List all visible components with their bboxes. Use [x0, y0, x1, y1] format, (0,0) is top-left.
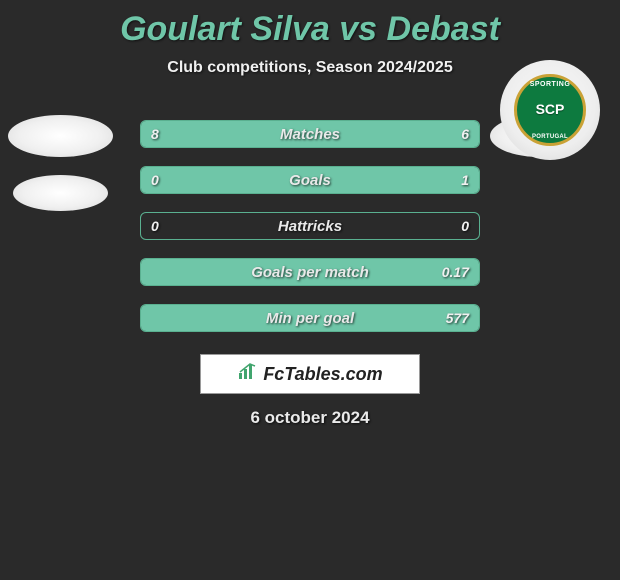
chart-icon — [237, 363, 257, 386]
ellipse-icon — [8, 115, 113, 157]
club-top-text: SPORTING — [530, 81, 571, 88]
club-badge-right: SPORTING SCP PORTUGAL — [500, 60, 600, 160]
club-abbrev: SCP — [536, 101, 565, 117]
stat-row: Min per goal577 — [140, 304, 480, 332]
stat-value-right: 6 — [461, 126, 469, 142]
page-title: Goulart Silva vs Debast — [0, 0, 620, 49]
player-left-logos — [8, 115, 113, 211]
watermark: FcTables.com — [200, 354, 420, 394]
stat-value-right: 577 — [446, 310, 469, 326]
stats-bars: 8Matches60Goals10Hattricks0Goals per mat… — [140, 120, 480, 332]
stat-label: Goals — [141, 172, 479, 189]
stat-label: Min per goal — [141, 310, 479, 327]
ellipse-icon — [13, 175, 108, 211]
stat-label: Matches — [141, 126, 479, 143]
stat-row: 0Hattricks0 — [140, 212, 480, 240]
stat-value-right: 1 — [461, 172, 469, 188]
stat-row: Goals per match0.17 — [140, 258, 480, 286]
club-badge-inner: SPORTING SCP PORTUGAL — [514, 74, 586, 146]
stat-row: 8Matches6 — [140, 120, 480, 148]
stat-label: Goals per match — [141, 264, 479, 281]
club-bottom-text: PORTUGAL — [532, 134, 568, 140]
watermark-text: FcTables.com — [263, 364, 382, 385]
stat-value-right: 0.17 — [442, 264, 469, 280]
stat-value-right: 0 — [461, 218, 469, 234]
date-label: 6 october 2024 — [0, 408, 620, 428]
stat-label: Hattricks — [141, 218, 479, 235]
stat-row: 0Goals1 — [140, 166, 480, 194]
